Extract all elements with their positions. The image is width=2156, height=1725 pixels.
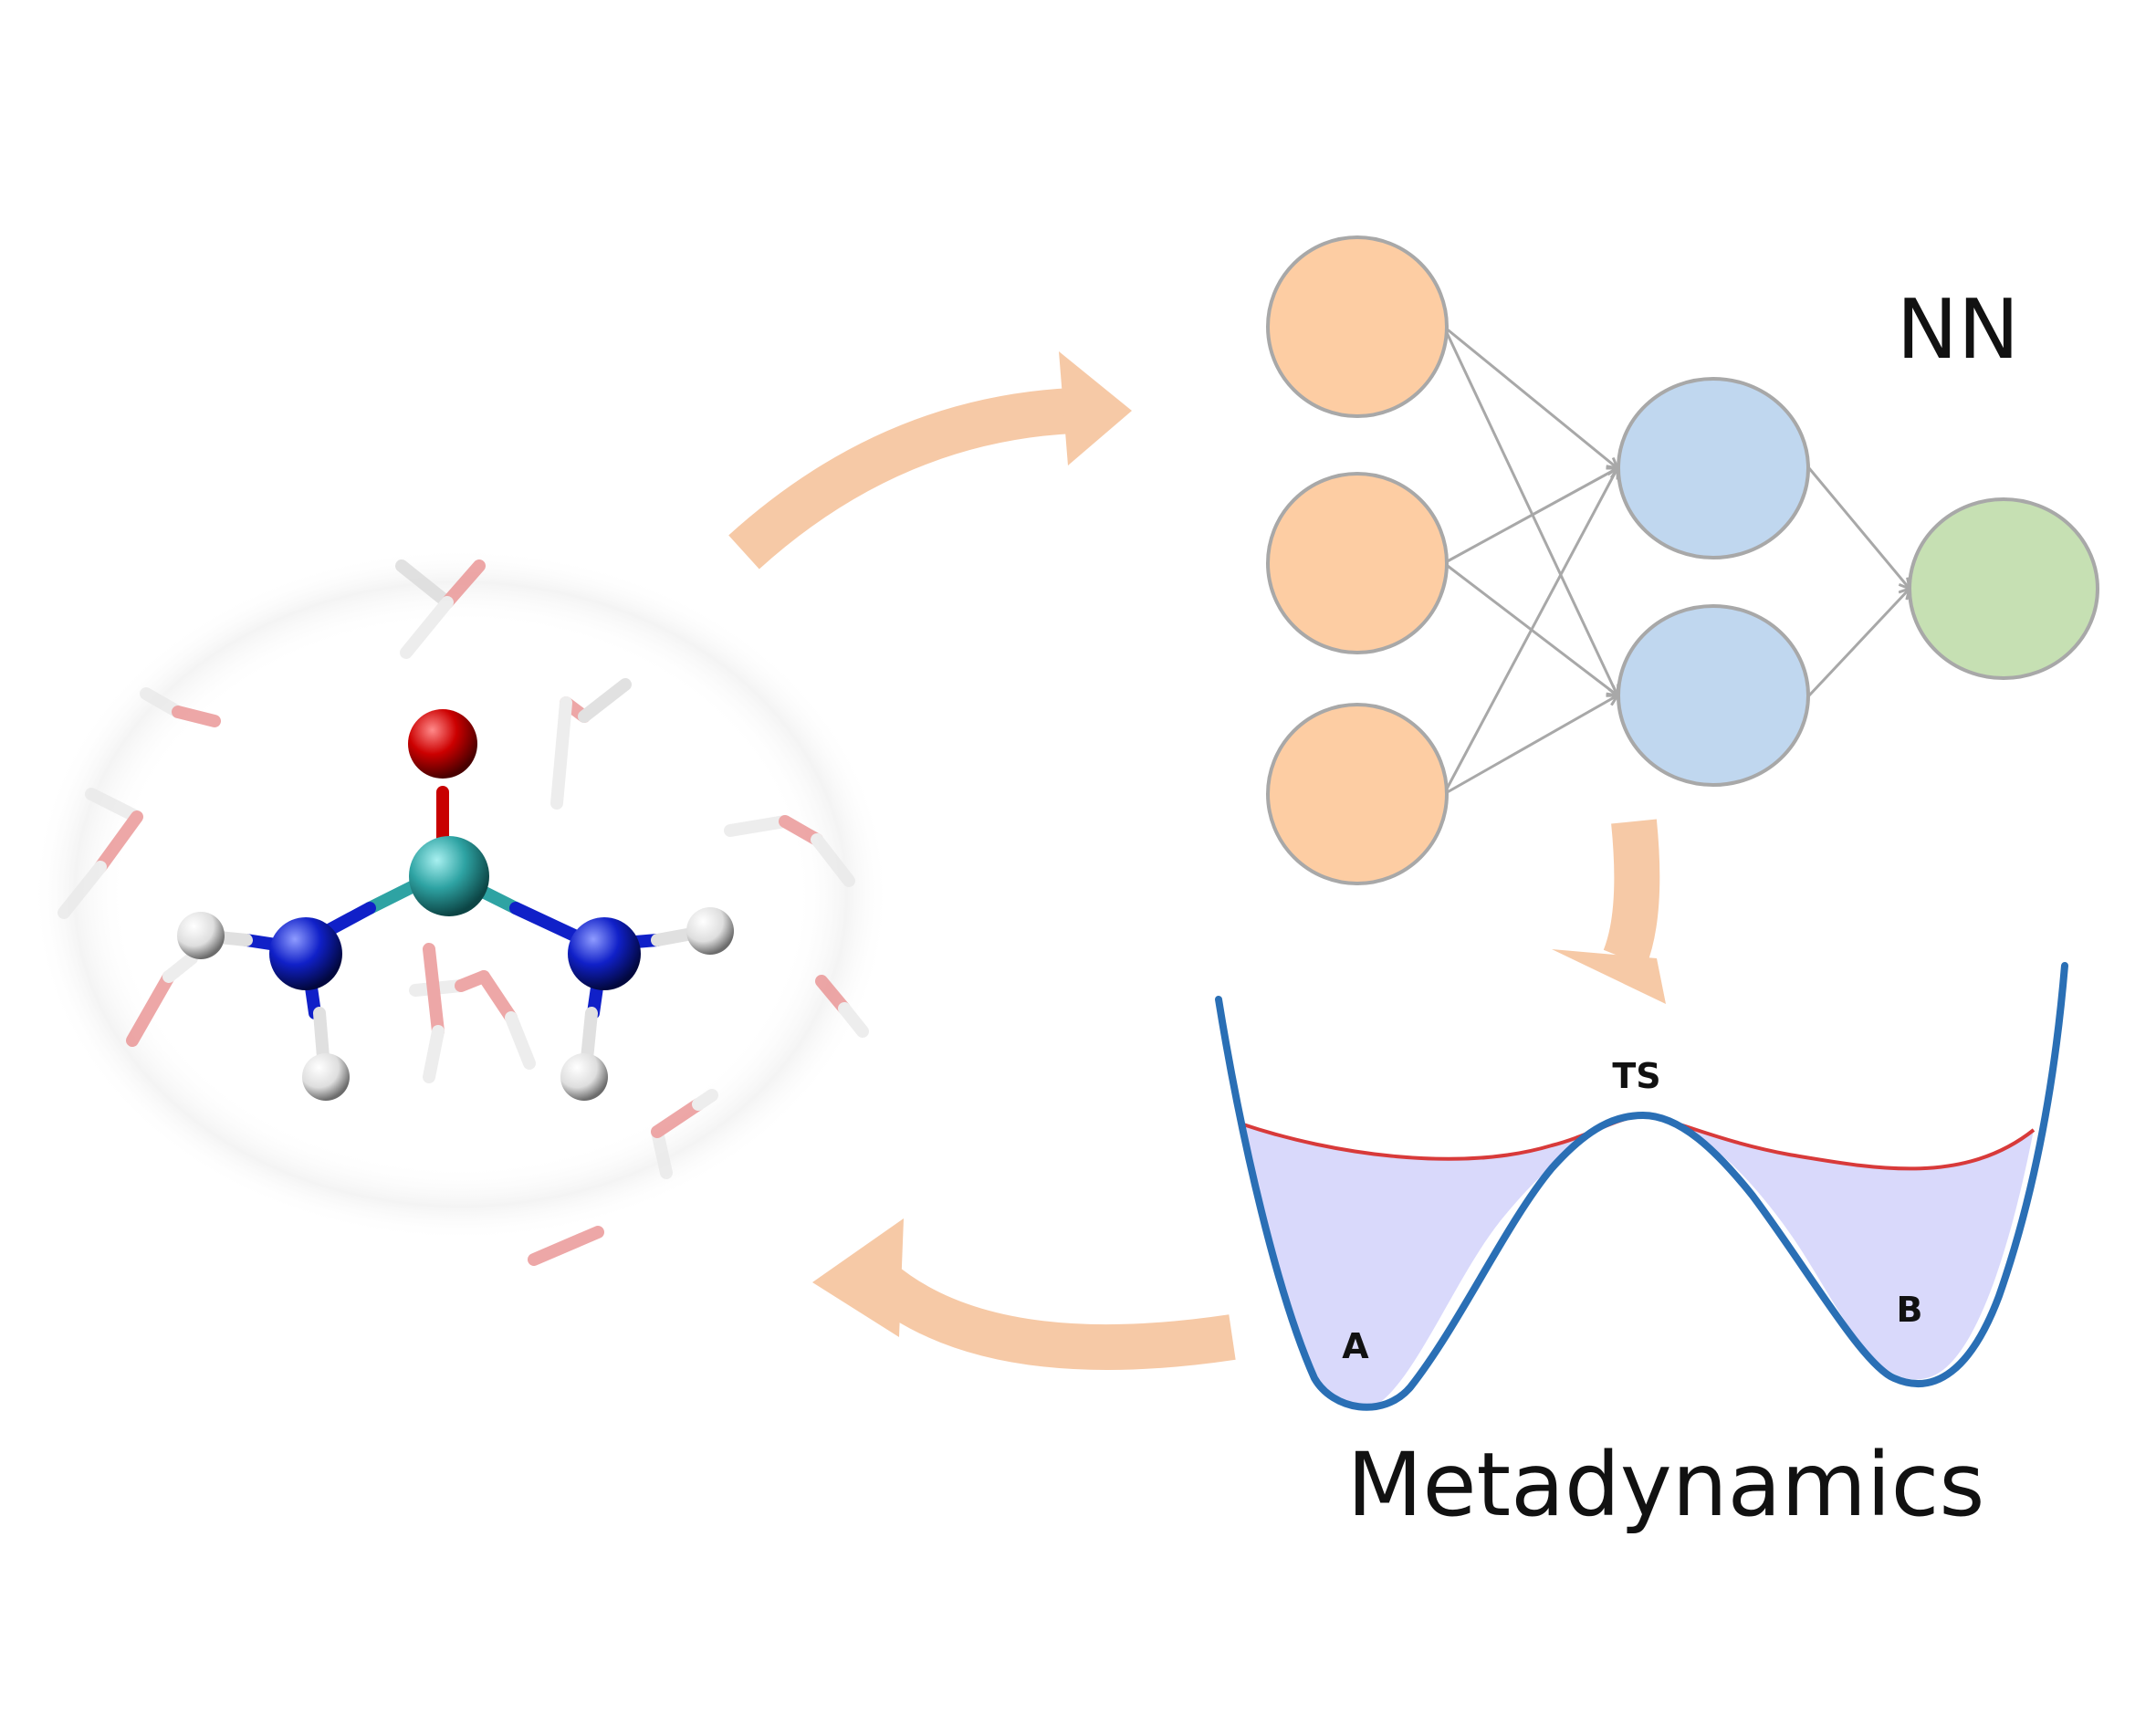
nn-hidden-layer (1617, 377, 1810, 787)
state-a-label: A (1342, 1326, 1369, 1366)
water-molecule (395, 559, 486, 659)
water-molecule (724, 815, 855, 887)
hydrogen-atom (560, 1053, 608, 1101)
oxygen-atom (408, 709, 477, 779)
free-energy-curve (1215, 962, 2068, 1411)
carbon-atom (409, 836, 489, 916)
nitrogen-atom (269, 917, 342, 990)
hydrogen-atom (686, 907, 734, 955)
arrow-md-to-nn (728, 351, 1132, 570)
nn-input-layer (1266, 235, 1449, 885)
molecule-snapshot (32, 548, 890, 1266)
nn-hidden-node (1617, 604, 1810, 787)
nn-label: NN (1897, 282, 2020, 378)
free-energy-surface: TS A B Metadynamics (1215, 962, 2068, 1536)
nitrogen-atom (568, 917, 641, 990)
arrow-nn-to-metadynamics (1552, 819, 1666, 1004)
water-molecule (528, 1226, 604, 1266)
urea-molecule (177, 709, 734, 1101)
state-b-label: B (1897, 1290, 1923, 1330)
water-molecules (58, 559, 869, 1266)
nn-output-layer (1908, 497, 2099, 680)
nn-input-node (1266, 703, 1449, 885)
cycle-arrows (728, 351, 1666, 1371)
hydrogen-atom (302, 1053, 350, 1101)
hydrogen-atom (177, 912, 225, 959)
metadynamics-label: Metadynamics (1347, 1434, 1985, 1536)
neural-network: NN (1266, 235, 2099, 885)
water-molecule (815, 975, 869, 1038)
water-molecule (550, 678, 632, 810)
filled-basins (1243, 1115, 2034, 1410)
nn-output-node (1908, 497, 2099, 680)
water-molecule (409, 943, 536, 1083)
water-molecule (126, 952, 198, 1047)
arrow-metadynamics-to-md (812, 1218, 1236, 1371)
nn-hidden-node (1617, 377, 1810, 559)
nn-edges (1442, 325, 1910, 796)
water-molecule (651, 1089, 718, 1179)
ts-label: TS (1612, 1056, 1660, 1096)
water-molecule (140, 687, 221, 727)
nn-input-node (1266, 235, 1449, 418)
water-molecule (58, 788, 143, 919)
nn-input-node (1266, 472, 1449, 654)
